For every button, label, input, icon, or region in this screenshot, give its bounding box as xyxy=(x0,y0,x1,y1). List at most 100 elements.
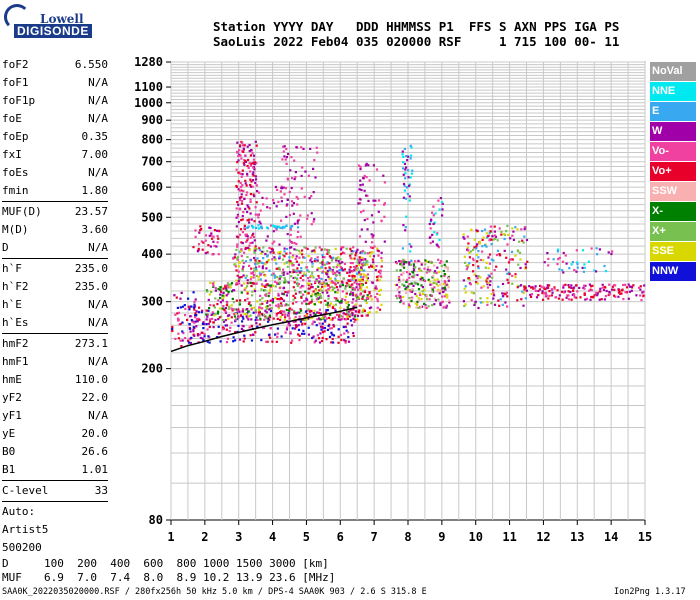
echo-point xyxy=(550,288,554,291)
echo-point xyxy=(375,310,378,314)
echo-point xyxy=(286,233,289,236)
echo-point xyxy=(296,311,299,314)
echo-point xyxy=(222,328,225,331)
echo-point xyxy=(278,277,281,280)
echo-point xyxy=(266,340,269,343)
echo-point xyxy=(490,238,493,241)
echo-point xyxy=(249,236,252,239)
echo-point xyxy=(261,314,264,317)
echo-point xyxy=(296,222,299,225)
echo-point xyxy=(556,263,559,266)
echo-point xyxy=(467,242,470,245)
echo-point xyxy=(567,294,570,297)
echo-point xyxy=(274,226,277,229)
echo-point xyxy=(244,182,247,185)
echo-point xyxy=(439,283,442,286)
echo-point xyxy=(462,300,465,303)
echo-point xyxy=(239,250,242,253)
echo-point xyxy=(306,309,309,312)
param-value: 33 xyxy=(94,484,108,497)
echo-point xyxy=(294,327,297,330)
echo-point xyxy=(571,261,574,264)
echo-point xyxy=(405,286,408,289)
echo-point xyxy=(255,144,258,147)
echo-point xyxy=(343,332,346,335)
echo-point xyxy=(494,235,497,238)
echo-point xyxy=(217,325,220,328)
echo-point xyxy=(436,266,439,269)
echo-point xyxy=(322,317,325,320)
echo-point xyxy=(318,308,321,311)
echo-point xyxy=(319,267,322,270)
echo-point xyxy=(261,307,264,310)
echo-point xyxy=(236,330,239,333)
echo-point xyxy=(292,298,295,301)
echo-point xyxy=(211,282,214,285)
echo-point xyxy=(476,229,479,233)
echo-point xyxy=(351,274,354,278)
echo-point xyxy=(247,318,250,321)
echo-point xyxy=(355,250,358,253)
echo-point xyxy=(401,150,404,153)
echo-point xyxy=(570,286,573,289)
echo-point xyxy=(405,261,408,264)
echo-point xyxy=(496,249,500,252)
echo-point xyxy=(329,281,332,284)
echo-point xyxy=(284,331,287,334)
echo-point xyxy=(413,260,417,263)
echo-point xyxy=(361,310,364,313)
echo-point xyxy=(269,307,272,310)
grid-lines xyxy=(170,61,646,520)
echo-point xyxy=(328,249,331,252)
echo-point xyxy=(251,152,254,155)
echo-point xyxy=(225,341,228,344)
echo-point xyxy=(408,273,411,276)
echo-point xyxy=(505,291,508,294)
echo-point xyxy=(361,183,364,186)
echo-point xyxy=(337,256,340,259)
echo-point xyxy=(297,263,300,266)
echo-point xyxy=(195,310,198,313)
echo-point xyxy=(484,279,488,282)
echo-point xyxy=(246,290,249,293)
echo-point xyxy=(334,283,337,286)
echo-point xyxy=(292,294,295,297)
echo-point xyxy=(230,283,233,286)
echo-point xyxy=(310,316,314,319)
echo-point xyxy=(196,334,200,337)
echo-point xyxy=(311,265,314,268)
echo-point xyxy=(282,186,285,189)
echo-point xyxy=(313,159,316,162)
x-tick-label: 12 xyxy=(536,530,550,544)
echo-point xyxy=(275,312,278,315)
echo-point xyxy=(217,253,220,256)
echo-point xyxy=(439,260,443,263)
y-tick-label: 80 xyxy=(149,513,163,527)
echo-point xyxy=(429,268,432,272)
echo-point xyxy=(295,146,298,149)
echo-point xyxy=(174,313,177,316)
echo-point xyxy=(410,282,413,285)
echo-point xyxy=(369,255,372,258)
echo-point xyxy=(254,245,257,248)
echo-point xyxy=(208,318,211,321)
echo-point xyxy=(291,327,294,330)
echo-point xyxy=(242,261,246,265)
echo-point xyxy=(292,264,295,267)
param-key: B0 xyxy=(2,445,16,458)
echo-point xyxy=(302,256,305,259)
legend-entry: E xyxy=(650,102,696,121)
echo-point xyxy=(568,267,571,270)
echo-point xyxy=(490,272,493,275)
echo-point xyxy=(237,171,240,174)
echo-point xyxy=(543,261,546,264)
echo-point xyxy=(346,315,349,318)
echo-point xyxy=(572,286,576,289)
echo-point xyxy=(212,326,215,329)
echo-point xyxy=(584,284,587,287)
echo-point xyxy=(275,314,278,317)
echo-point xyxy=(370,295,373,298)
echo-point xyxy=(270,273,273,276)
echo-point xyxy=(349,319,353,322)
echo-point xyxy=(243,144,246,147)
